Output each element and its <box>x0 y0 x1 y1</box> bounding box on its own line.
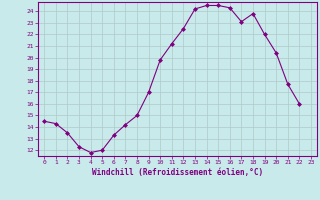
X-axis label: Windchill (Refroidissement éolien,°C): Windchill (Refroidissement éolien,°C) <box>92 168 263 177</box>
